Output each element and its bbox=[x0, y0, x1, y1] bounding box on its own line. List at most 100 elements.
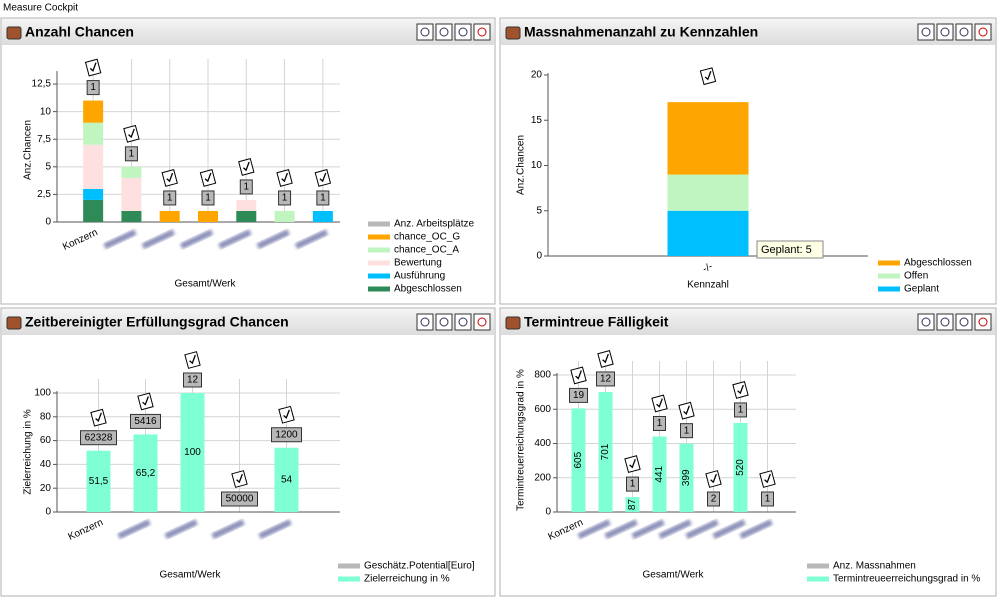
box-label: 1 bbox=[320, 193, 326, 204]
box-marker bbox=[201, 190, 215, 206]
header-button[interactable] bbox=[974, 313, 992, 331]
panel bbox=[0, 307, 496, 597]
y-tick-label: 400 bbox=[534, 438, 551, 449]
legend-label: Bewertung bbox=[394, 258, 442, 269]
box-label: 19 bbox=[573, 390, 585, 401]
check-icon bbox=[597, 350, 614, 368]
data-label: 701 bbox=[600, 443, 611, 460]
category-label-blurred bbox=[294, 229, 329, 250]
header-button[interactable] bbox=[435, 23, 453, 41]
header-button[interactable] bbox=[974, 23, 992, 41]
header-button[interactable] bbox=[955, 23, 973, 41]
bar bbox=[733, 422, 748, 512]
category-label-blurred bbox=[739, 519, 773, 540]
category-label-blurred bbox=[712, 519, 746, 540]
header-button[interactable] bbox=[454, 313, 472, 331]
legend-swatch bbox=[338, 576, 360, 582]
box-label: 12 bbox=[600, 374, 612, 385]
box-marker bbox=[163, 190, 177, 206]
box-marker bbox=[124, 146, 138, 162]
check-icon-mark bbox=[656, 398, 663, 408]
y-tick-label: 10 bbox=[40, 106, 52, 117]
y-tick-label: 0 bbox=[536, 251, 542, 262]
box-label: 50000 bbox=[226, 494, 254, 505]
y-tick-label: 15 bbox=[531, 115, 543, 126]
category-label-blurred bbox=[103, 229, 137, 250]
box-marker bbox=[734, 402, 747, 418]
check-icon bbox=[699, 67, 717, 86]
y-tick-label: 60 bbox=[40, 435, 52, 446]
category-label-blurred bbox=[164, 519, 198, 540]
header-button-glyph bbox=[921, 317, 931, 327]
box-label: 1 bbox=[167, 193, 173, 204]
y-axis-title: Zielerreichung in % bbox=[23, 409, 34, 495]
check-icon-frame bbox=[161, 169, 178, 187]
check-icon-mark bbox=[683, 405, 690, 415]
header-button[interactable] bbox=[917, 23, 935, 41]
check-icon-frame bbox=[597, 350, 614, 368]
header-button[interactable] bbox=[917, 313, 935, 331]
box-label: 1 bbox=[205, 193, 211, 204]
check-icon-mark bbox=[204, 172, 212, 183]
header-button[interactable] bbox=[416, 23, 434, 41]
legend-label: Termintreueerreichungsgrad in % bbox=[833, 574, 980, 585]
header-button-glyph bbox=[978, 317, 988, 327]
legend-label: Abgeschlossen bbox=[394, 284, 462, 295]
box-marker bbox=[626, 476, 639, 492]
check-icon-mark bbox=[189, 354, 196, 365]
header-button-glyph bbox=[959, 27, 969, 37]
check-icon bbox=[161, 169, 178, 187]
category-label-blurred bbox=[218, 229, 252, 250]
x-axis-title: Gesamt/Werk bbox=[175, 279, 237, 290]
header-button[interactable] bbox=[416, 313, 434, 331]
header-button[interactable] bbox=[454, 23, 472, 41]
box-label: 1 bbox=[630, 479, 636, 490]
check-icon-frame bbox=[231, 470, 248, 488]
tooltip: Geplant: 5 bbox=[761, 244, 812, 256]
header-button-glyph bbox=[420, 27, 430, 37]
check-icon-mark bbox=[281, 172, 289, 183]
check-icon bbox=[231, 470, 248, 488]
box-marker bbox=[596, 371, 615, 387]
check-icon-frame bbox=[732, 381, 749, 399]
check-icon-frame bbox=[699, 67, 717, 86]
bar bbox=[83, 199, 104, 222]
category-label-blurred bbox=[577, 519, 611, 540]
box-marker bbox=[278, 190, 292, 206]
page-title: Measure Cockpit bbox=[3, 3, 78, 14]
header-button-glyph bbox=[940, 317, 950, 327]
box-marker bbox=[221, 491, 258, 507]
header-button[interactable] bbox=[473, 23, 491, 41]
check-icon-frame bbox=[123, 124, 140, 143]
box-marker bbox=[183, 372, 202, 388]
header-button-glyph bbox=[439, 317, 449, 327]
header-button[interactable] bbox=[435, 313, 453, 331]
check-icon-mark bbox=[283, 409, 290, 420]
header-button[interactable] bbox=[936, 23, 954, 41]
header-button[interactable] bbox=[936, 313, 954, 331]
check-icon-frame bbox=[678, 401, 695, 420]
bar bbox=[121, 177, 142, 211]
header-button[interactable] bbox=[955, 313, 973, 331]
bar bbox=[667, 174, 749, 211]
y-tick-label: 200 bbox=[534, 472, 551, 483]
data-label: 605 bbox=[573, 451, 584, 468]
legend-label: chance_OC_G bbox=[394, 232, 460, 243]
y-tick-label: 20 bbox=[40, 483, 52, 494]
category-label-blurred bbox=[658, 519, 692, 540]
y-tick-label: 800 bbox=[534, 370, 551, 381]
y-tick-label: 0 bbox=[545, 507, 551, 518]
legend-swatch bbox=[878, 260, 900, 266]
panel-icon bbox=[505, 316, 521, 330]
box-label: 62328 bbox=[85, 432, 113, 443]
tooltip-box bbox=[756, 240, 824, 259]
box-marker bbox=[239, 179, 253, 195]
legend-label: Anz. Arbeitsplätze bbox=[394, 219, 474, 230]
header-button[interactable] bbox=[473, 313, 491, 331]
panel-header bbox=[2, 19, 494, 45]
bar bbox=[236, 199, 257, 211]
header-button-glyph bbox=[420, 317, 430, 327]
check-icon-mark bbox=[737, 384, 744, 395]
check-icon-frame bbox=[90, 408, 107, 427]
